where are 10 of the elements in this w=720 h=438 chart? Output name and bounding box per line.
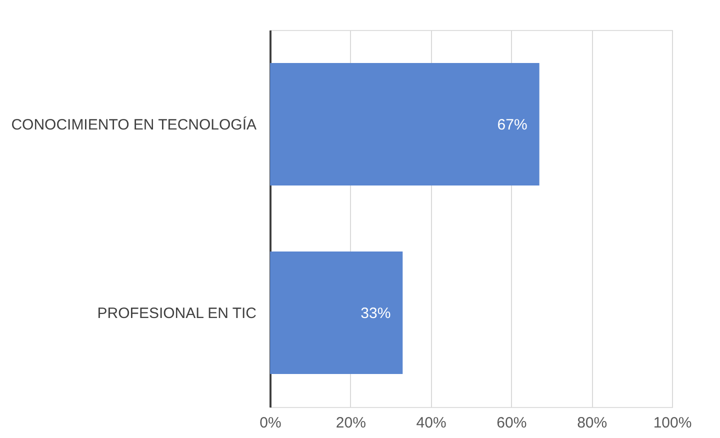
- y-tick-label: CONOCIMIENTO EN TECNOLOGÍA: [11, 115, 256, 134]
- x-tick-label: 80%: [577, 414, 608, 432]
- x-tick-label: 100%: [653, 414, 692, 432]
- x-tick-label: 20%: [336, 414, 366, 432]
- text: 67%: [497, 116, 528, 134]
- x-tick-label: 0%: [260, 414, 282, 432]
- x-tick-label: 40%: [416, 414, 446, 432]
- x-tick-label: 60%: [496, 414, 527, 432]
- text: 33%: [360, 304, 391, 322]
- y-tick-label: PROFESIONAL EN TIC: [97, 304, 257, 322]
